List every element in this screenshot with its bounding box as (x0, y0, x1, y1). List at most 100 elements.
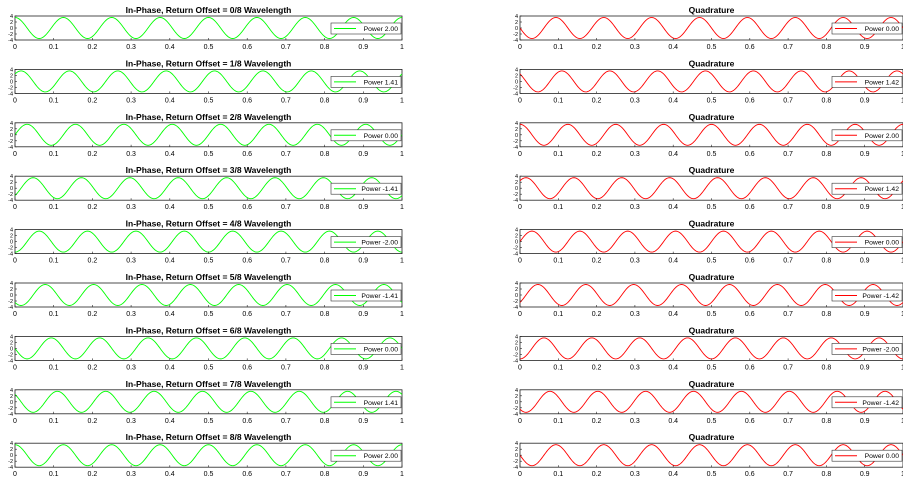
legend: Power -2.00 (330, 236, 402, 248)
y-tick-label: 2 (515, 127, 518, 133)
panel-title: Quadrature (689, 432, 735, 442)
x-tick-label: 0.9 (358, 258, 368, 265)
panel-title: In-Phase, Return Offset = 5/8 Wavelength (126, 272, 292, 282)
y-tick-label: 2 (515, 340, 518, 346)
legend: Power -1.41 (330, 182, 402, 195)
x-tick-label: 0.6 (242, 97, 252, 104)
quadrature-panel-1: Quadrature 0 0.1 0.2 0.3 0.4 0.5 0.6 0.7 0.8 0.9 1 4… (513, 58, 903, 104)
x-tick-label: 0.4 (165, 258, 175, 265)
y-tick-label: -2 (8, 299, 13, 305)
x-tick-label: 0.7 (281, 311, 291, 318)
x-tick-label: 0.9 (358, 204, 368, 211)
x-tick-label: 0.4 (668, 151, 678, 158)
legend-box (330, 22, 402, 35)
x-tick-label: 0.3 (126, 151, 136, 158)
x-tick-label: 0.5 (707, 204, 717, 211)
legend-label: Power -1.42 (862, 293, 899, 300)
y-tick-label: -4 (513, 252, 518, 258)
series-line (520, 444, 903, 467)
y-tick-label: 4 (10, 67, 13, 73)
x-tick-label: 0.2 (88, 418, 98, 425)
y-tick-label: 0 (515, 240, 518, 246)
x-tick-label: 0.9 (358, 97, 368, 104)
x-tick-label: 0.6 (745, 471, 755, 478)
x-tick-label: 0.8 (320, 258, 330, 265)
x-tick-label: 0.6 (745, 151, 755, 158)
legend-box (330, 289, 402, 302)
panel-title: In-Phase, Return Offset = 1/8 Wavelength (126, 58, 292, 68)
y-tick-label: 2 (515, 287, 518, 293)
y-tick-label: 2 (10, 394, 13, 400)
x-tick-label: 0.1 (553, 204, 563, 211)
legend-box (831, 182, 903, 195)
x-tick-label: 0.8 (822, 151, 832, 158)
x-tick-label: 0.8 (822, 44, 832, 51)
x-tick-label: 0 (518, 364, 522, 371)
x-tick-label: 0.9 (860, 258, 870, 265)
y-tick-label: -4 (8, 305, 13, 311)
y-tick-label: 4 (515, 334, 518, 340)
x-tick-label: 0.3 (630, 418, 640, 425)
x-tick-label: 0.5 (204, 151, 214, 158)
panel-title: Quadrature (689, 379, 735, 389)
x-tick-label: 0.3 (126, 258, 136, 265)
legend-box (330, 449, 402, 462)
x-tick-label: 0.6 (745, 364, 755, 371)
x-tick-label: 0.1 (553, 418, 563, 425)
x-tick-label: 0.8 (320, 364, 330, 371)
y-tick-label: 0 (515, 453, 518, 459)
x-tick-label: 0.2 (88, 258, 98, 265)
y-tick-label: -2 (8, 85, 13, 91)
y-tick-label: 0 (10, 26, 13, 32)
quadrature-panel-2: Quadrature 0 0.1 0.2 0.3 0.4 0.5 0.6 0.7 0.8 0.9 1 4… (513, 112, 903, 158)
y-tick-label: -2 (513, 246, 518, 252)
x-tick-label: 0.9 (860, 418, 870, 425)
x-tick-label: 0.3 (630, 204, 640, 211)
x-tick-label: 1 (400, 151, 404, 158)
y-tick-label: 2 (10, 340, 13, 346)
legend: Power 2.00 (330, 449, 402, 462)
panel-title: In-Phase, Return Offset = 0/8 Wavelength (126, 5, 292, 15)
panel-title: Quadrature (689, 272, 735, 282)
x-tick-label: 0 (518, 418, 522, 425)
y-tick-label: 4 (515, 281, 518, 287)
x-tick-label: 0 (13, 311, 17, 318)
y-tick-label: 2 (10, 287, 13, 293)
legend-box (330, 129, 402, 142)
x-tick-label: 0.7 (783, 204, 793, 211)
legend: Power 1.41 (330, 396, 402, 409)
x-tick-label: 0.2 (88, 311, 98, 318)
y-tick-label: -2 (8, 32, 13, 38)
x-tick-label: 0.6 (745, 97, 755, 104)
x-tick-label: 0.3 (630, 97, 640, 104)
legend: Power 0.00 (831, 22, 903, 35)
x-tick-label: 0.3 (630, 471, 640, 478)
quadrature-panel-5: Quadrature 0 0.1 0.2 0.3 0.4 0.5 0.6 0.7 0.8 0.9 1 4… (513, 272, 903, 318)
legend-box (831, 76, 903, 88)
x-tick-label: 0.4 (668, 97, 678, 104)
y-tick-label: 4 (10, 121, 13, 127)
y-tick-label: 2 (515, 180, 518, 186)
y-tick-label: -4 (513, 412, 518, 418)
x-tick-label: 0.8 (320, 311, 330, 318)
x-tick-label: 0.1 (49, 471, 59, 478)
y-tick-label: 4 (10, 441, 13, 447)
y-tick-label: 0 (10, 240, 13, 246)
x-tick-label: 0.1 (49, 364, 59, 371)
y-tick-label: 2 (515, 20, 518, 26)
legend-box (831, 22, 903, 35)
panel-title: In-Phase, Return Offset = 2/8 Wavelength (126, 112, 292, 122)
x-tick-label: 0.7 (783, 258, 793, 265)
y-tick-label: -2 (513, 139, 518, 145)
y-tick-label: 4 (10, 174, 13, 180)
legend-box (831, 236, 903, 248)
series-line (520, 17, 903, 39)
legend-label: Power -1.42 (862, 400, 899, 407)
x-tick-label: 0.8 (320, 97, 330, 104)
x-tick-label: 0.7 (281, 364, 291, 371)
y-tick-label: -4 (513, 305, 518, 311)
x-tick-label: 1 (400, 364, 404, 371)
x-tick-label: 0.6 (242, 151, 252, 158)
y-tick-label: -2 (8, 192, 13, 198)
x-tick-label: 0.5 (204, 418, 214, 425)
